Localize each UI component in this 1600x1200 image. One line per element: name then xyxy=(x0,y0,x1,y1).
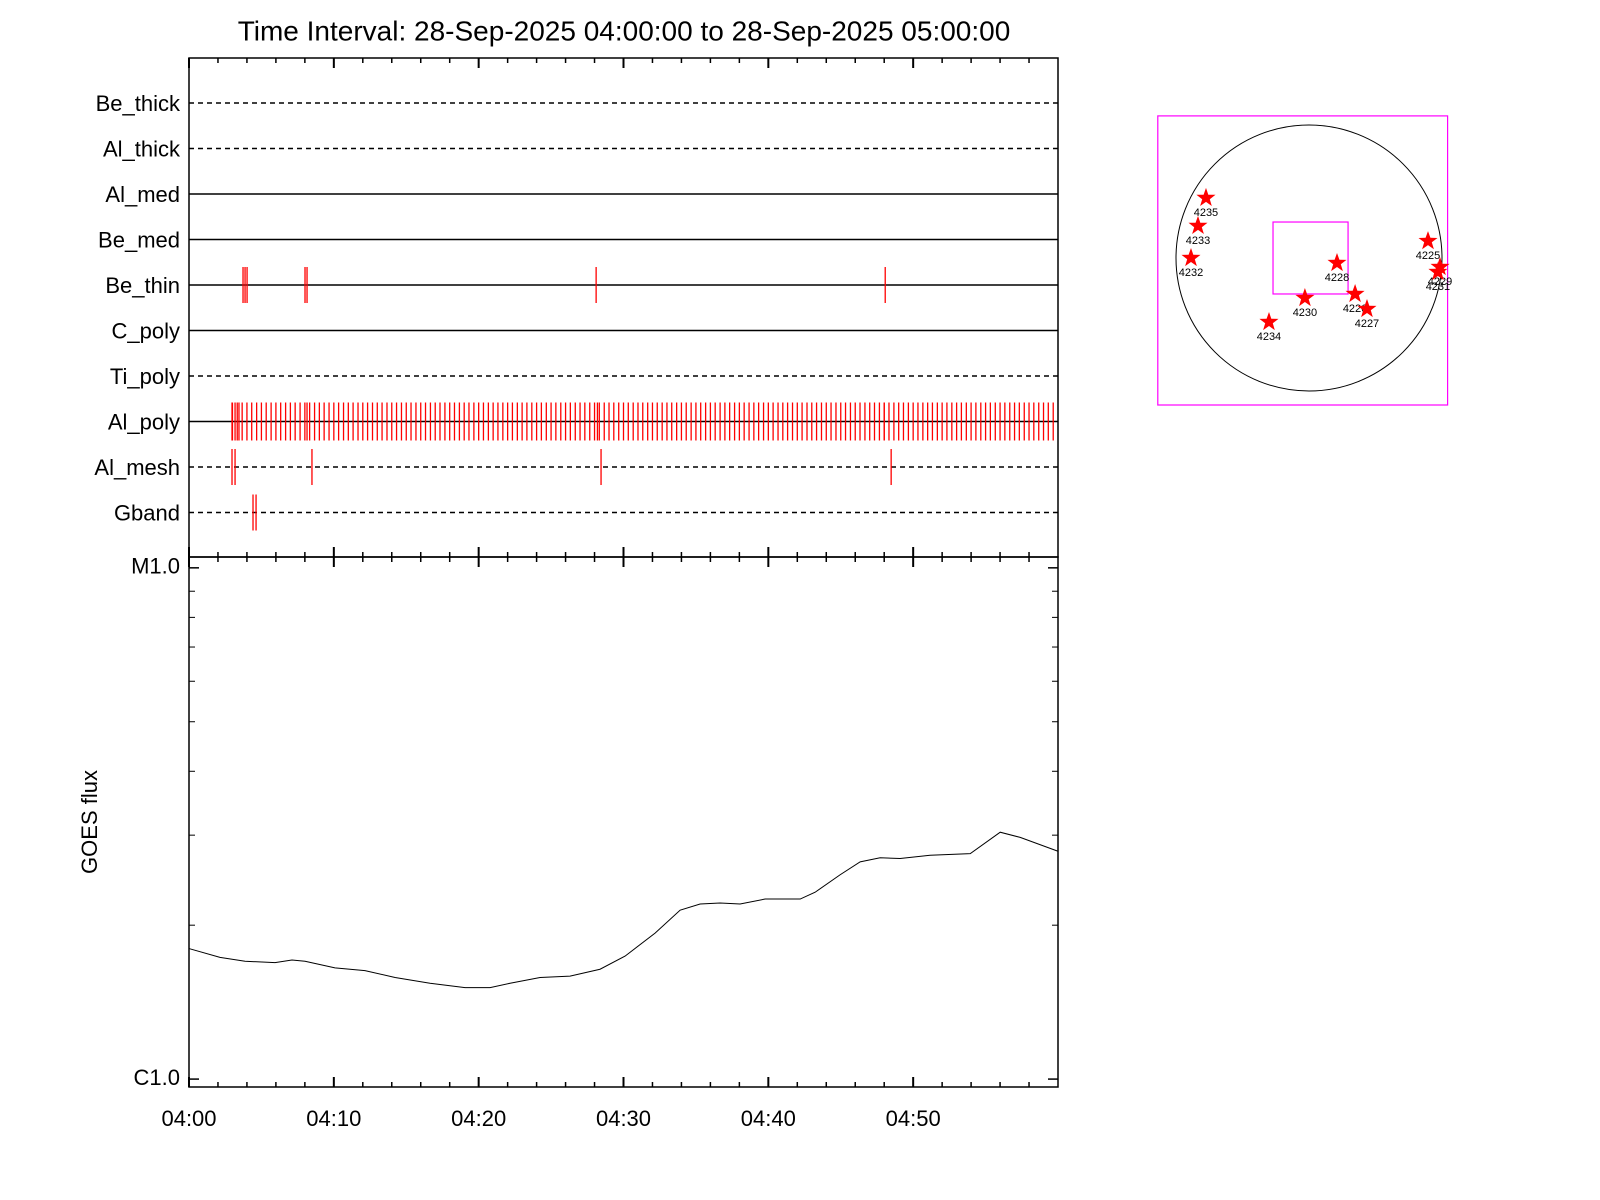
active-region-marker xyxy=(1295,288,1315,307)
active-region-marker xyxy=(1259,312,1279,331)
row-label: Al_thick xyxy=(103,136,181,161)
active-region-label: 4228 xyxy=(1325,272,1349,284)
x-tick-label: 04:50 xyxy=(886,1106,941,1131)
active-region-marker xyxy=(1181,248,1201,267)
x-tick-label: 04:40 xyxy=(741,1106,796,1131)
active-region-marker xyxy=(1428,262,1448,281)
solar-disk xyxy=(1175,124,1443,392)
active-region-label: 4233 xyxy=(1186,235,1210,247)
x-tick-label: 04:20 xyxy=(451,1106,506,1131)
chart-title: Time Interval: 28-Sep-2025 04:00:00 to 2… xyxy=(238,15,1011,46)
fov-box xyxy=(1272,221,1349,295)
active-region-marker xyxy=(1357,299,1377,318)
flux-line xyxy=(188,831,1059,989)
active-region-marker xyxy=(1345,284,1365,303)
plot-frame xyxy=(188,57,1059,558)
row-label: Be_thick xyxy=(96,91,181,116)
plot-frame xyxy=(188,556,1059,1088)
active-region-label: 4227 xyxy=(1355,318,1379,330)
x-tick-label: 04:10 xyxy=(306,1106,361,1131)
active-region-marker xyxy=(1196,187,1216,206)
active-region-label: 4225 xyxy=(1416,250,1440,262)
x-tick-label: 04:00 xyxy=(161,1106,216,1131)
active-region-label: 4230 xyxy=(1293,307,1317,319)
active-region-marker xyxy=(1188,215,1208,234)
active-region-marker xyxy=(1418,231,1438,250)
active-region-marker xyxy=(1327,253,1347,272)
active-region-label: 4231 xyxy=(1426,281,1450,293)
active-region-label: 4234 xyxy=(1257,331,1281,343)
active-region-label: 4232 xyxy=(1179,267,1203,279)
x-tick-label: 04:30 xyxy=(596,1106,651,1131)
active-region-label: 4229 xyxy=(1428,276,1452,288)
y-tick-label: M1.0 xyxy=(131,554,180,579)
row-label: Al_poly xyxy=(108,409,180,434)
y-axis-label: GOES flux xyxy=(77,770,102,874)
row-label: C_poly xyxy=(112,318,180,343)
active-region-label: 4235 xyxy=(1194,207,1218,219)
row-label: Al_med xyxy=(105,182,180,207)
row-label: Be_med xyxy=(98,227,180,252)
y-tick-label: C1.0 xyxy=(134,1065,180,1090)
row-label: Gband xyxy=(114,500,180,525)
fov-box xyxy=(1157,115,1449,406)
row-label: Be_thin xyxy=(105,273,180,298)
row-label: Al_mesh xyxy=(94,455,180,480)
row-label: Ti_poly xyxy=(110,364,180,389)
active-region-marker xyxy=(1430,257,1450,276)
